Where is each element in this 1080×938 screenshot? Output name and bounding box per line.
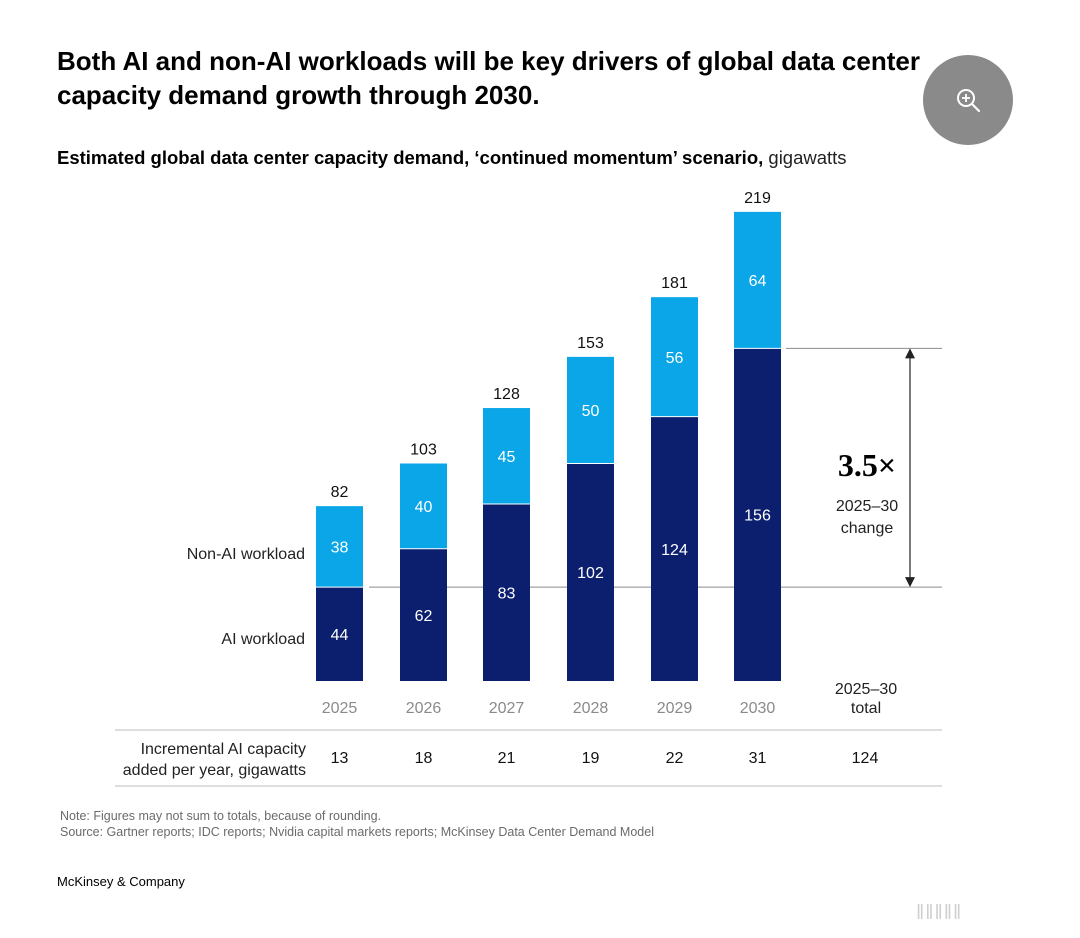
incremental-value-2025: 13 [331, 750, 349, 767]
stacked-bar-chart: 44 38 82 2025 13 62 40 103 2026 18 83 45 128 2027 21 10… [115, 190, 942, 787]
ai-value-label-2028: 102 [577, 565, 604, 582]
non-ai-value-label-2027: 45 [498, 449, 516, 466]
bar-ai-2026 [400, 548, 447, 681]
non-ai-value-label-2030: 64 [749, 273, 767, 290]
non-ai-value-label-2026: 40 [415, 499, 433, 516]
bar-non-ai-2028 [567, 356, 614, 464]
x-tick-label-2028: 2028 [573, 700, 609, 717]
total-label-2026: 103 [410, 441, 437, 458]
incremental-row-label-line2: added per year, gigawatts [123, 762, 306, 779]
incremental-total-value: 124 [852, 750, 879, 767]
note-text: Note: Figures may not sum to totals, bec… [60, 809, 382, 823]
non-ai-value-label-2025: 38 [331, 540, 349, 557]
x-tick-label-2027: 2027 [489, 700, 525, 717]
bar-non-ai-2025 [316, 506, 363, 588]
source-text: Source: Gartner reports; IDC reports; Nv… [60, 825, 654, 839]
incremental-value-2026: 18 [415, 750, 433, 767]
x-tick-label-2029: 2029 [657, 700, 693, 717]
subtitle-unit: gigawatts [768, 147, 847, 168]
total-label-2025: 82 [331, 484, 349, 501]
zoom-button[interactable] [923, 55, 1013, 145]
growth-arrow-head-top [905, 348, 915, 359]
non-ai-value-label-2029: 56 [666, 350, 684, 367]
growth-period-label: 2025–30 [836, 498, 898, 515]
non-ai-value-label-2028: 50 [582, 403, 600, 420]
watermark-marks: ‖‖‖‖‖ [916, 902, 963, 924]
ai-value-label-2025: 44 [331, 627, 349, 644]
legend-non-ai-workload: Non-AI workload [187, 546, 305, 563]
ai-value-label-2027: 83 [498, 586, 516, 603]
growth-multiplier: 3.5× [838, 447, 896, 483]
total-label-2028: 153 [577, 335, 604, 352]
brand-label: McKinsey & Company [57, 874, 185, 889]
ai-value-label-2030: 156 [744, 508, 771, 525]
bar-ai-2029 [651, 416, 698, 681]
zoom-in-icon [957, 89, 981, 113]
ai-value-label-2026: 62 [415, 608, 433, 625]
chart-subtitle: Estimated global data center capacity de… [57, 147, 847, 169]
total-label-2030: 219 [744, 190, 771, 207]
x-tick-label-2025: 2025 [322, 700, 358, 717]
bar-non-ai-2029 [651, 297, 698, 417]
total-header-line2: total [851, 700, 881, 717]
incremental-value-2030: 31 [749, 750, 767, 767]
incremental-value-2029: 22 [666, 750, 684, 767]
growth-change-label: change [841, 520, 894, 537]
incremental-value-2027: 21 [498, 750, 516, 767]
page-title: Both AI and non-AI workloads will be key… [57, 46, 920, 110]
x-tick-label-2030: 2030 [740, 700, 776, 717]
total-label-2029: 181 [661, 275, 688, 292]
legend-ai-workload: AI workload [221, 631, 305, 648]
growth-arrow-head-bottom [905, 577, 915, 588]
incremental-row-label-line1: Incremental AI capacity [141, 741, 306, 758]
total-header-line1: 2025–30 [835, 681, 897, 698]
bar-non-ai-2030 [734, 211, 781, 349]
ai-value-label-2029: 124 [661, 542, 688, 559]
bar-ai-2025 [316, 587, 363, 681]
bar-non-ai-2026 [400, 463, 447, 549]
footnotes: Note: Figures may not sum to totals, bec… [60, 808, 654, 840]
subtitle-main: Estimated global data center capacity de… [57, 147, 764, 168]
bar-ai-2030 [734, 348, 781, 681]
bar-ai-2028 [567, 463, 614, 681]
bar-non-ai-2027 [483, 408, 530, 505]
total-label-2027: 128 [493, 386, 520, 403]
x-tick-label-2026: 2026 [406, 700, 442, 717]
bar-ai-2027 [483, 504, 530, 681]
incremental-value-2028: 19 [582, 750, 600, 767]
